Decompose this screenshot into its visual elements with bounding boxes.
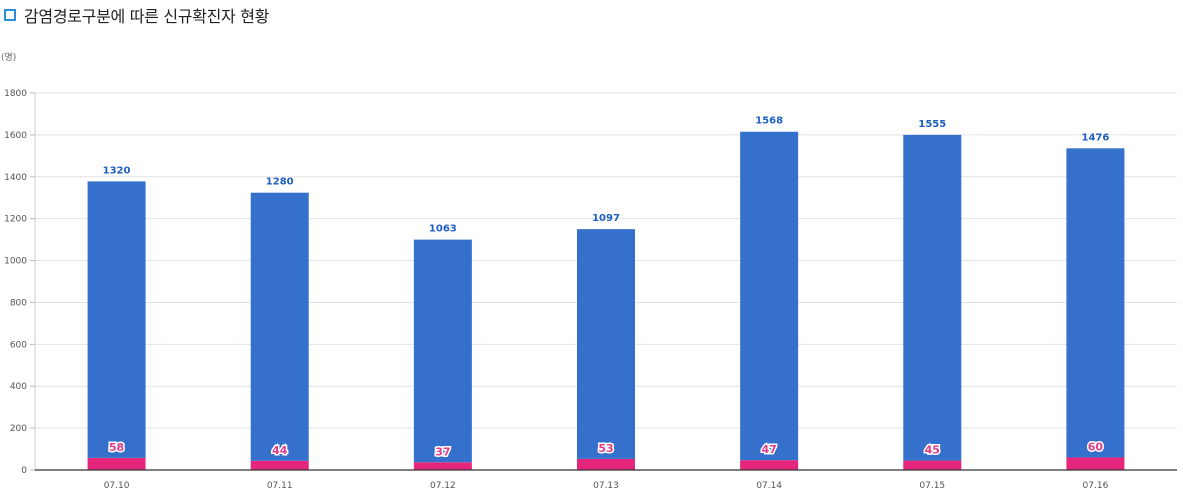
bar-segment-bottom: [577, 458, 635, 470]
bar-segment-bottom: [413, 462, 472, 470]
data-label-top: 1320: [103, 165, 131, 176]
y-tick-label: 1800: [4, 89, 27, 99]
bar-segment-top: [1066, 148, 1125, 458]
data-label-top: 1568: [755, 116, 783, 127]
y-tick-label: 400: [10, 382, 27, 392]
y-tick-label: 0: [21, 466, 27, 476]
y-tick-label: 1200: [4, 215, 27, 225]
data-label-top: 1280: [266, 177, 294, 188]
square-bullet-icon: [4, 9, 16, 21]
bar-segment-top: [903, 134, 962, 461]
data-label-top: 1476: [1082, 132, 1110, 143]
y-tick-label: 1600: [4, 131, 27, 141]
bar-segment-bottom: [250, 460, 309, 470]
x-tick-label: 07.11: [267, 481, 293, 491]
data-label-bottom: 53: [598, 442, 613, 455]
bar-segment-bottom: [740, 460, 799, 470]
x-tick-label: 07.10: [104, 481, 130, 491]
bar-segment-top: [413, 239, 472, 463]
x-tick-label: 07.16: [1083, 481, 1109, 491]
x-tick-label: 07.13: [593, 481, 619, 491]
bar-segment-bottom: [1066, 457, 1125, 470]
y-tick-label: 1000: [4, 257, 27, 267]
y-tick-label: 200: [10, 424, 27, 434]
data-label-bottom: 44: [272, 444, 288, 457]
data-label-top: 1097: [592, 213, 620, 224]
y-tick-label: 800: [10, 298, 27, 308]
data-label-bottom: 47: [761, 443, 776, 456]
bar-segment-top: [87, 181, 146, 458]
x-tick-label: 07.15: [919, 481, 945, 491]
chart-title: 감염경로구분에 따른 신규확진자 현황: [24, 7, 270, 26]
x-tick-label: 07.12: [430, 481, 456, 491]
bar-segment-bottom: [903, 460, 962, 470]
data-label-bottom: 37: [435, 445, 450, 458]
y-tick-label: 1400: [4, 173, 27, 183]
y-axis-unit: (명): [1, 53, 17, 63]
data-label-top: 1555: [918, 119, 946, 130]
bar-segment-bottom: [87, 457, 146, 470]
bar-segment-top: [250, 192, 309, 461]
data-label-top: 1063: [429, 224, 457, 235]
bar-segment-top: [740, 131, 799, 461]
data-label-bottom: 45: [925, 444, 940, 457]
chart-header: 감염경로구분에 따른 신규확진자 현황: [4, 4, 269, 26]
data-label-bottom: 58: [109, 441, 124, 454]
data-label-bottom: 60: [1088, 440, 1104, 453]
x-tick-label: 07.14: [756, 481, 782, 491]
bar-segment-top: [577, 229, 635, 459]
y-tick-label: 600: [10, 340, 27, 350]
